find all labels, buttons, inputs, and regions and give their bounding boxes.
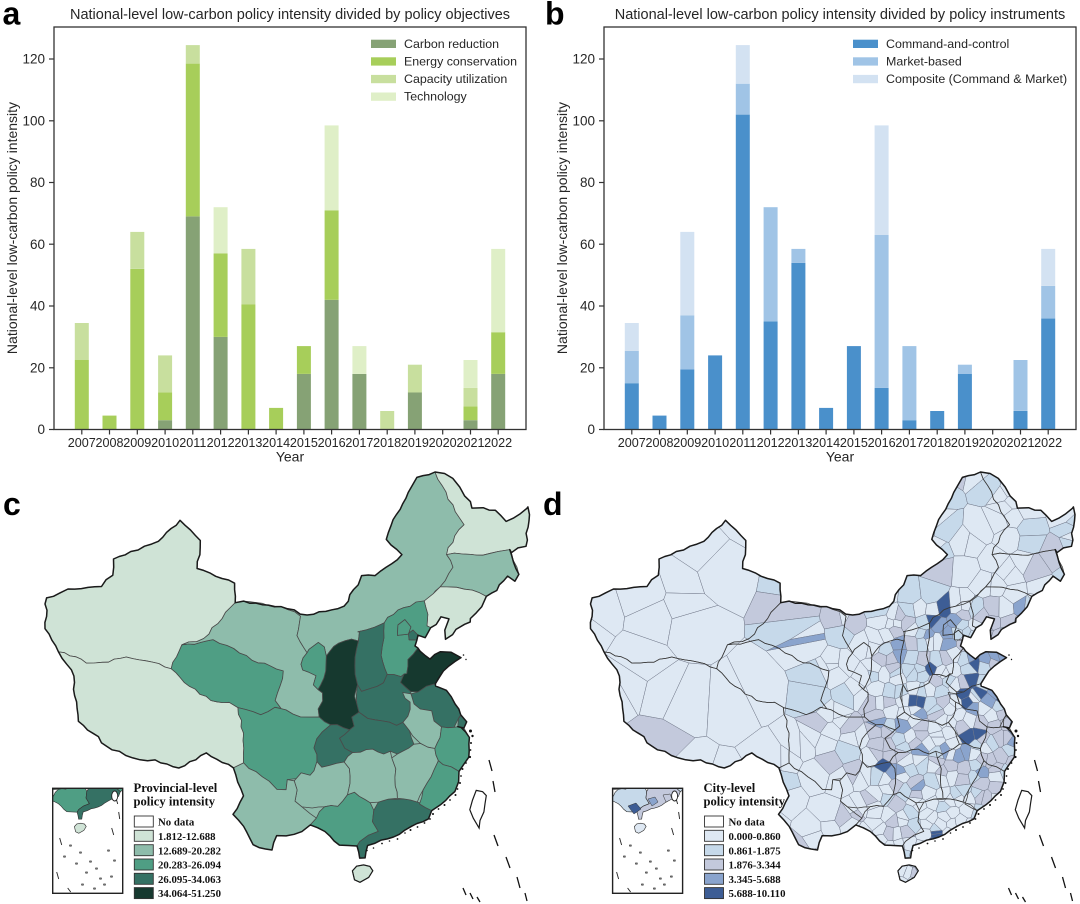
svg-text:20.283-26.094: 20.283-26.094 (158, 860, 222, 872)
svg-text:100: 100 (572, 113, 595, 128)
svg-text:2022: 2022 (1034, 436, 1062, 450)
svg-text:Technology: Technology (404, 90, 467, 104)
svg-text:Command-and-control: Command-and-control (886, 37, 1009, 51)
svg-text:5.688-10.110: 5.688-10.110 (729, 888, 786, 900)
svg-text:Market-based: Market-based (886, 54, 962, 68)
svg-text:40: 40 (580, 299, 595, 314)
svg-text:40: 40 (30, 299, 45, 314)
svg-text:60: 60 (580, 237, 595, 252)
svg-text:2014: 2014 (262, 436, 290, 450)
svg-text:2011: 2011 (179, 436, 206, 450)
svg-text:2011: 2011 (729, 436, 756, 450)
svg-text:policy intensity: policy intensity (134, 794, 216, 808)
svg-text:2007: 2007 (68, 436, 96, 450)
svg-text:12.689-20.282: 12.689-20.282 (158, 845, 221, 857)
svg-text:National-level low-carbon poli: National-level low-carbon policy intensi… (615, 7, 1066, 23)
svg-text:No data: No data (158, 817, 195, 829)
svg-text:60: 60 (30, 237, 45, 252)
svg-text:120: 120 (22, 52, 45, 67)
svg-text:Energy conservation: Energy conservation (404, 54, 517, 68)
svg-text:2010: 2010 (151, 436, 179, 450)
svg-text:Carbon reduction: Carbon reduction (404, 37, 499, 51)
svg-text:National-level low-carbon poli: National-level low-carbon policy intensi… (4, 102, 20, 354)
svg-text:2009: 2009 (673, 436, 701, 450)
svg-text:2008: 2008 (645, 436, 673, 450)
svg-text:2017: 2017 (895, 436, 923, 450)
svg-text:0.861-1.875: 0.861-1.875 (729, 845, 781, 857)
svg-text:2012: 2012 (757, 436, 785, 450)
svg-text:2018: 2018 (373, 436, 401, 450)
svg-text:2012: 2012 (207, 436, 235, 450)
svg-text:2014: 2014 (812, 436, 840, 450)
svg-text:1.812-12.688: 1.812-12.688 (158, 831, 216, 843)
svg-text:2015: 2015 (840, 436, 868, 450)
svg-text:2016: 2016 (318, 436, 346, 450)
svg-text:c: c (3, 486, 21, 522)
svg-text:2021: 2021 (1006, 436, 1034, 450)
svg-text:2008: 2008 (95, 436, 123, 450)
svg-text:2017: 2017 (345, 436, 373, 450)
svg-text:No data: No data (729, 817, 766, 829)
svg-text:National-level low-carbon poli: National-level low-carbon policy intensi… (70, 7, 510, 23)
svg-text:Year: Year (826, 449, 855, 465)
svg-text:2009: 2009 (123, 436, 151, 450)
svg-text:2019: 2019 (401, 436, 429, 450)
svg-text:d: d (543, 486, 563, 522)
svg-text:National-level low-carbon poli: National-level low-carbon policy intensi… (554, 102, 570, 354)
svg-text:2013: 2013 (784, 436, 812, 450)
svg-text:2007: 2007 (618, 436, 646, 450)
svg-text:2010: 2010 (701, 436, 729, 450)
svg-text:0: 0 (37, 422, 45, 437)
svg-text:20: 20 (30, 360, 45, 375)
svg-text:policy intensity: policy intensity (704, 794, 786, 808)
svg-text:Provincial-level: Provincial-level (134, 781, 218, 795)
svg-text:a: a (3, 0, 21, 32)
svg-text:2016: 2016 (868, 436, 896, 450)
svg-text:0: 0 (587, 422, 595, 437)
svg-text:2020: 2020 (979, 436, 1007, 450)
svg-text:b: b (545, 0, 565, 32)
svg-text:2021: 2021 (456, 436, 484, 450)
svg-text:2020: 2020 (429, 436, 457, 450)
svg-text:Capacity utilization: Capacity utilization (404, 72, 507, 86)
svg-text:0.000-0.860: 0.000-0.860 (729, 831, 781, 843)
svg-text:100: 100 (22, 113, 45, 128)
svg-text:2022: 2022 (484, 436, 512, 450)
svg-text:20: 20 (580, 360, 595, 375)
svg-text:2015: 2015 (290, 436, 318, 450)
svg-text:Year: Year (276, 449, 305, 465)
svg-text:80: 80 (580, 175, 595, 190)
svg-text:3.345-5.688: 3.345-5.688 (729, 874, 782, 886)
svg-text:2013: 2013 (234, 436, 262, 450)
svg-text:120: 120 (572, 52, 595, 67)
svg-text:2019: 2019 (951, 436, 979, 450)
svg-text:34.064-51.250: 34.064-51.250 (158, 888, 221, 900)
svg-text:Composite (Command & Market): Composite (Command & Market) (886, 72, 1067, 86)
svg-text:80: 80 (30, 175, 45, 190)
svg-text:2018: 2018 (923, 436, 951, 450)
svg-text:1.876-3.344: 1.876-3.344 (729, 860, 782, 872)
svg-text:City-level: City-level (704, 781, 756, 795)
svg-text:26.095-34.063: 26.095-34.063 (158, 874, 222, 886)
